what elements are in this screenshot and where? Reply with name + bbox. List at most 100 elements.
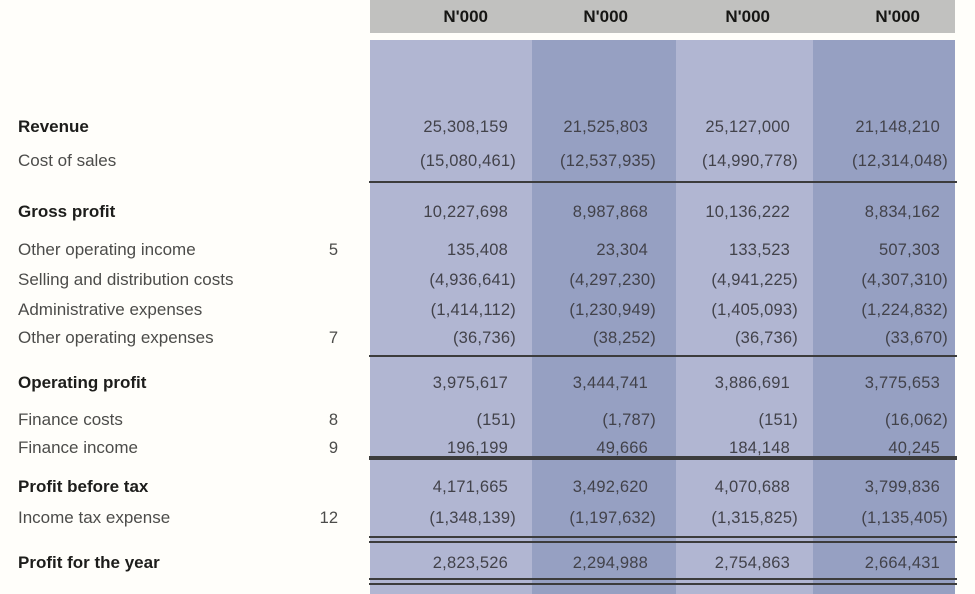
row-label: Revenue (18, 117, 89, 136)
table-row: Finance costs 8 (151) (1,787) (151) (16,062) (0, 407, 975, 433)
note-reference: 12 (319, 509, 338, 527)
rule (369, 181, 957, 183)
row-label: Administrative expenses (18, 300, 203, 319)
row-label: Finance costs (18, 410, 123, 429)
table-row: Other operating income 5 135,408 23,304 133,… (0, 237, 975, 263)
column-stripe-1 (370, 40, 532, 594)
value-cell: 10,227,698 (423, 203, 508, 221)
value-cell: 40,245 (888, 439, 940, 457)
rule (369, 541, 957, 543)
value-cell: 135,408 (446, 241, 508, 259)
value-cell: (15,080,461) (420, 152, 516, 170)
value-cell: (1,135,405) (861, 509, 948, 527)
value-cell: (14,990,778) (702, 152, 798, 170)
table-row: Finance income 9 196,199 49,666 184,148 40,24… (0, 435, 975, 461)
unit-label-col3: N'000 (725, 7, 770, 26)
value-cell: 4,171,665 (432, 478, 508, 496)
value-cell: 3,775,653 (864, 374, 940, 392)
value-cell: 3,799,836 (864, 478, 940, 496)
value-cell: 21,525,803 (563, 118, 648, 136)
value-cell: 3,492,620 (572, 478, 648, 496)
value-cell: 25,308,159 (423, 118, 508, 136)
rule (369, 456, 957, 460)
row-label: Finance income (18, 438, 139, 457)
rule (369, 355, 957, 357)
row-label: Gross profit (18, 202, 116, 221)
note-reference: 8 (328, 411, 338, 429)
unit-label-col4: N'000 (875, 7, 920, 26)
value-cell: (1,787) (602, 411, 656, 429)
value-cell: 8,834,162 (864, 203, 940, 221)
value-cell: (4,307,310) (861, 271, 948, 289)
value-cell: 507,303 (878, 241, 940, 259)
value-cell: (16,062) (884, 411, 948, 429)
value-cell: 2,664,431 (864, 554, 940, 572)
value-cell: 8,987,868 (572, 203, 648, 221)
column-stripe-3 (676, 40, 813, 594)
value-cell: 3,886,691 (714, 374, 790, 392)
value-cell: (4,936,641) (429, 271, 516, 289)
table-row: Operating profit 3,975,617 3,444,741 3,886,… (0, 370, 975, 396)
value-cell: (4,941,225) (711, 271, 798, 289)
rule (369, 583, 957, 585)
table-row: Selling and distribution costs (4,936,641… (0, 267, 975, 293)
value-cell: (1,230,949) (569, 301, 656, 319)
rule (369, 578, 957, 580)
value-cell: (1,197,632) (569, 509, 656, 527)
column-stripe-2 (532, 40, 676, 594)
row-label: Operating profit (18, 373, 147, 392)
row-label: Profit for the year (18, 553, 160, 572)
table-row: Administrative expenses (1,414,112) (1,230… (0, 297, 975, 323)
value-cell: 21,148,210 (855, 118, 940, 136)
note-reference: 7 (328, 329, 338, 347)
value-cell: (12,314,048) (852, 152, 948, 170)
value-cell: (151) (758, 411, 798, 429)
value-cell: (36,736) (734, 329, 798, 347)
value-cell: (1,348,139) (429, 509, 516, 527)
unit-label-col1: N'000 (443, 7, 488, 26)
table-row: Profit before tax 4,171,665 3,492,620 4,070… (0, 474, 975, 500)
unit-label-col2: N'000 (583, 7, 628, 26)
row-label: Selling and distribution costs (18, 270, 234, 289)
value-cell: (38,252) (592, 329, 656, 347)
table-row: Revenue 25,308,159 21,525,803 25,127,000 21,… (0, 114, 975, 140)
value-cell: (1,414,112) (430, 301, 516, 319)
table-row: Other operating expenses 7 (36,736) (38,252… (0, 325, 975, 351)
table-row: Profit for the year 2,823,526 2,294,988 2,7… (0, 550, 975, 576)
row-label: Profit before tax (18, 477, 149, 496)
value-cell: (33,670) (884, 329, 948, 347)
table-row: Gross profit 10,227,698 8,987,868 10,136,22… (0, 199, 975, 225)
row-label: Other operating expenses (18, 328, 214, 347)
note-reference: 5 (328, 241, 338, 259)
value-cell: 3,975,617 (432, 374, 508, 392)
value-cell: 49,666 (596, 439, 648, 457)
value-cell: 4,070,688 (714, 478, 790, 496)
value-cell: 184,148 (728, 439, 790, 457)
value-cell: 25,127,000 (705, 118, 790, 136)
table-row: Cost of sales (15,080,461) (12,537,935) (14… (0, 148, 975, 174)
units-header-bar: N'000 N'000 N'000 N'000 (370, 0, 955, 33)
row-label: Other operating income (18, 240, 196, 259)
value-cell: 23,304 (596, 241, 648, 259)
value-cell: (1,315,825) (711, 509, 798, 527)
value-cell: (12,537,935) (560, 152, 656, 170)
column-stripe-4 (813, 40, 955, 594)
row-label: Cost of sales (18, 151, 117, 170)
rule (369, 536, 957, 538)
table-row: Income tax expense 12 (1,348,139) (1,197,63… (0, 505, 975, 531)
note-reference: 9 (328, 439, 338, 457)
value-cell: (1,224,832) (861, 301, 948, 319)
value-cell: (151) (476, 411, 516, 429)
value-cell: 2,823,526 (432, 554, 508, 572)
value-cell: 196,199 (446, 439, 508, 457)
value-cell: (1,405,093) (711, 301, 798, 319)
value-cell: (4,297,230) (569, 271, 656, 289)
value-cell: 3,444,741 (572, 374, 648, 392)
value-cell: 10,136,222 (705, 203, 790, 221)
value-cell: 133,523 (728, 241, 790, 259)
row-label: Income tax expense (18, 508, 171, 527)
value-cell: 2,754,863 (714, 554, 790, 572)
value-cell: 2,294,988 (572, 554, 648, 572)
value-cell: (36,736) (452, 329, 516, 347)
